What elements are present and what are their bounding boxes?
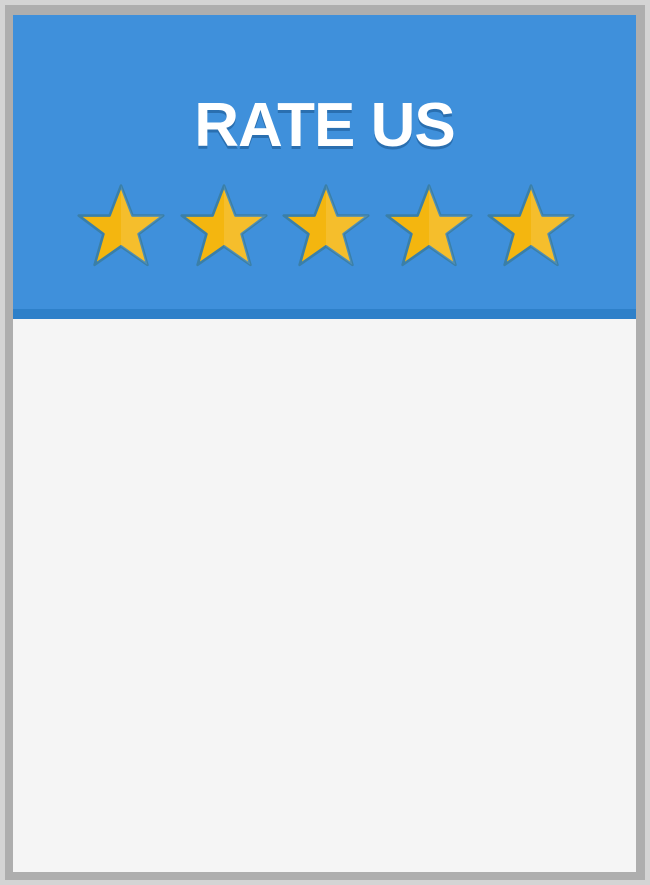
rate-us-panel: RATE US bbox=[13, 15, 636, 872]
star-icon bbox=[77, 183, 165, 271]
star-3[interactable] bbox=[282, 183, 370, 271]
content-area bbox=[13, 319, 636, 872]
star-icon bbox=[282, 183, 370, 271]
star-icon bbox=[487, 183, 575, 271]
rate-us-header: RATE US bbox=[13, 15, 636, 319]
star-1[interactable] bbox=[77, 183, 165, 271]
star-2[interactable] bbox=[180, 183, 268, 271]
star-icon bbox=[180, 183, 268, 271]
star-rating[interactable] bbox=[13, 183, 636, 273]
star-5[interactable] bbox=[487, 183, 575, 271]
star-icon bbox=[385, 183, 473, 271]
star-4[interactable] bbox=[385, 183, 473, 271]
page-title: RATE US bbox=[194, 91, 456, 160]
